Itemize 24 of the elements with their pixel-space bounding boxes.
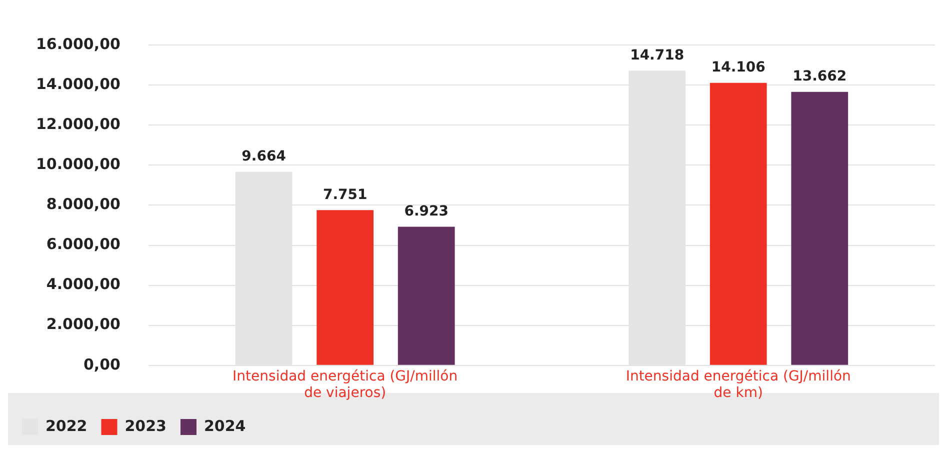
y-tick-label: 8.000,00 bbox=[46, 195, 120, 214]
x-tick-label: Intensidad energética (GJ/millón de km) bbox=[626, 368, 851, 402]
y-tick-label: 14.000,00 bbox=[36, 74, 120, 93]
x-tick-label: Intensidad energética (GJ/millón de viajeros) bbox=[232, 368, 458, 402]
data-label: 6.923 bbox=[404, 203, 449, 220]
y-tick-label: 16.000,00 bbox=[36, 34, 120, 53]
data-label: 9.664 bbox=[242, 148, 286, 165]
legend-label: 2022 bbox=[46, 416, 88, 435]
y-tick-label: 10.000,00 bbox=[36, 155, 120, 174]
bar bbox=[791, 92, 848, 365]
y-tick-label: 0,00 bbox=[83, 355, 120, 374]
data-label: 14.106 bbox=[711, 60, 766, 76]
bar bbox=[316, 210, 374, 365]
y-tick-label: 6.000,00 bbox=[46, 235, 120, 254]
data-label: 13.662 bbox=[792, 68, 847, 84]
y-tick-label: 12.000,00 bbox=[36, 114, 120, 133]
legend-label: 2023 bbox=[124, 416, 166, 435]
legend-label: 2024 bbox=[204, 416, 246, 435]
y-tick-label: 2.000,00 bbox=[46, 315, 120, 334]
y-tick-label: 4.000,00 bbox=[46, 275, 120, 294]
data-label: 14.718 bbox=[630, 47, 684, 64]
bar bbox=[398, 226, 455, 365]
bar bbox=[710, 82, 767, 365]
data-label: 7.751 bbox=[322, 186, 368, 203]
